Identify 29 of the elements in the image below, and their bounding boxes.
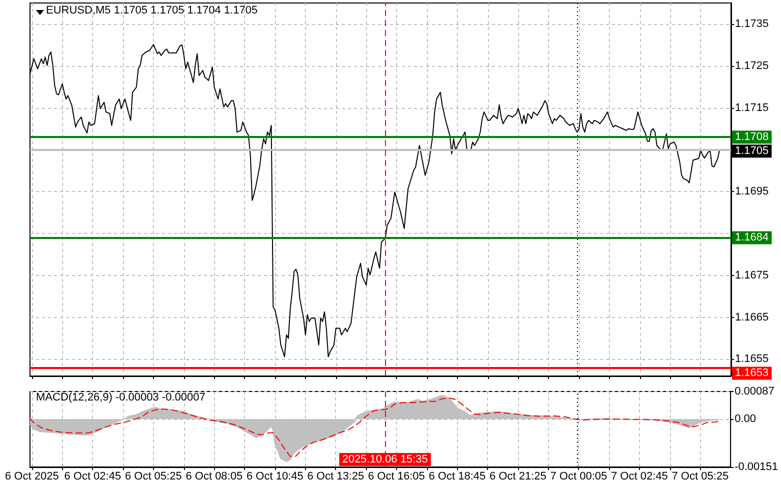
x-tick-label: 6 Oct 16:05 [368, 470, 425, 482]
chart-title: MACD(12,26,9) -0.00003 -0.00007 [36, 392, 206, 404]
y-tick-label: 1.1665 [735, 311, 769, 324]
x-tick-label: 7 Oct 05:25 [672, 470, 729, 482]
ref-line-label: 1.1708 [735, 131, 769, 144]
y-tick-label: 0.00 [734, 413, 756, 426]
y-tick-label: 1.1675 [735, 269, 769, 282]
ref-line-label: 2025.10.06 15:35 [342, 454, 428, 466]
y-tick-label: 1.1735 [735, 18, 769, 30]
x-tick-label: 6 Oct 10:45 [246, 470, 304, 482]
y-tick-label: -0.00151 [734, 461, 778, 473]
x-tick-label: 6 Oct 2025 [4, 470, 59, 482]
y-tick-label: 0.00087 [734, 386, 774, 398]
x-tick-label: 6 Oct 13:25 [307, 470, 364, 482]
y-tick-label: 1.1725 [735, 60, 769, 72]
ref-line-label: 1.1653 [735, 367, 769, 380]
x-tick-label: 6 Oct 08:05 [186, 470, 243, 482]
x-tick-label: 6 Oct 02:45 [64, 470, 122, 482]
chart-title: EURUSD,M5 1.1705 1.1705 1.1704 1.1705 [46, 4, 258, 16]
y-tick-label: 1.1655 [735, 353, 769, 366]
x-tick-label: 6 Oct 05:25 [124, 470, 182, 482]
ref-line-label: 1.1684 [735, 232, 769, 244]
x-tick-label: 7 Oct 02:45 [611, 470, 668, 482]
x-tick-label: 6 Oct 21:25 [489, 470, 546, 482]
x-tick-label: 6 Oct 18:45 [428, 470, 486, 482]
y-tick-label: 1.1695 [735, 186, 769, 198]
y-tick-label: 1.1715 [735, 102, 769, 114]
ref-line-label: 1.1705 [735, 145, 769, 158]
x-tick-label: 7 Oct 00:05 [550, 470, 608, 482]
